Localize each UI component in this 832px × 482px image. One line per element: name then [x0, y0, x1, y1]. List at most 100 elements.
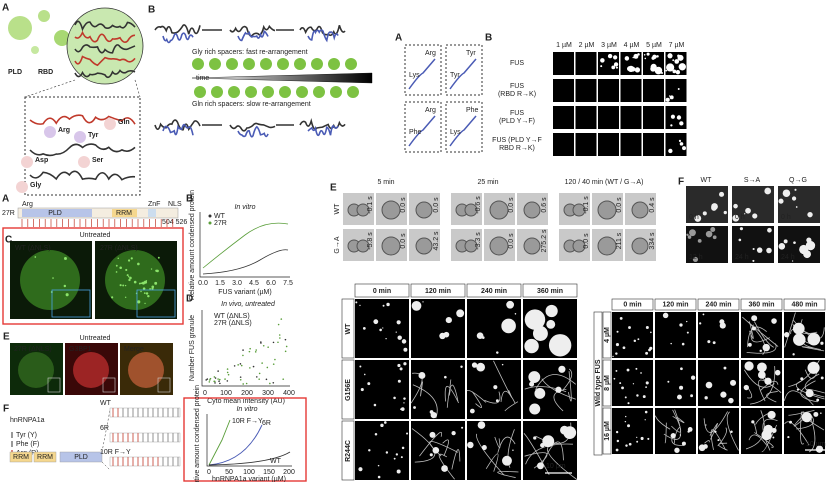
droplet: [752, 213, 758, 219]
droplet: [806, 237, 812, 243]
stroke: [162, 32, 194, 44]
droplet: [631, 201, 649, 219]
droplet: [783, 239, 788, 244]
fiber: [504, 401, 519, 412]
fiber: [525, 443, 573, 465]
label: WT: [214, 213, 226, 220]
droplet: [710, 227, 716, 232]
droplet: [542, 435, 555, 448]
droplet: [778, 243, 786, 250]
point: [214, 377, 217, 379]
stroke: [74, 55, 136, 67]
label: 334 s: [649, 232, 656, 250]
droplet: [619, 316, 623, 320]
cell: [128, 352, 164, 388]
stroke: [208, 419, 231, 466]
box: [59, 451, 103, 463]
stroke: [237, 125, 269, 138]
droplet: [772, 436, 775, 439]
droplet: [801, 411, 812, 423]
droplet: [524, 338, 539, 354]
droplet: [154, 281, 158, 285]
label: 50: [225, 469, 233, 476]
micrograph: [665, 133, 687, 156]
fiber: [760, 380, 779, 391]
point: [249, 367, 251, 369]
panel-letter: A: [2, 3, 9, 14]
droplet: [381, 200, 401, 220]
droplet: [820, 341, 824, 345]
highlight: [16, 181, 28, 193]
stroke: [408, 115, 436, 147]
header-cell: [466, 283, 522, 298]
axis: [201, 310, 290, 387]
stroke: [408, 58, 436, 90]
droplet: [744, 361, 754, 371]
droplet: [640, 436, 644, 440]
droplet: [141, 281, 145, 285]
droplet: [140, 290, 142, 293]
fiber: [654, 415, 671, 430]
box: [112, 209, 137, 217]
droplet: [380, 423, 384, 428]
droplet: [782, 189, 791, 197]
droplet: [631, 237, 649, 255]
droplet: [415, 201, 433, 219]
droplet: [401, 339, 407, 344]
label: 25 min: [477, 179, 498, 186]
point: [226, 368, 229, 370]
droplet: [501, 363, 504, 366]
label: WT: [100, 400, 112, 407]
label: G3BP1: [69, 346, 92, 353]
droplet: [355, 301, 358, 304]
droplet: [764, 187, 772, 195]
stroke: [449, 115, 477, 147]
label: Relative amount condensed protein: [189, 190, 196, 300]
droplet: [432, 446, 440, 454]
panel-letter: F: [678, 177, 684, 188]
droplet: [501, 318, 516, 334]
label: 0.0 s: [400, 233, 407, 249]
label: Ser: [92, 157, 104, 164]
label: 0.0 s: [508, 233, 515, 249]
label: -0.1 s: [583, 196, 590, 214]
label: 10R F→Y: [232, 418, 263, 425]
droplet: [311, 58, 323, 70]
droplet: [767, 227, 772, 233]
droplet: [124, 284, 127, 287]
panel-letter: A: [395, 33, 402, 44]
stroke: [202, 249, 289, 275]
label: 400: [283, 390, 295, 397]
droplet: [686, 331, 689, 334]
stroke: [101, 409, 111, 471]
label: PLD: [74, 454, 88, 461]
droplet: [613, 377, 616, 380]
droplet: [644, 410, 648, 414]
droplet: [705, 424, 707, 426]
label: Untreated: [80, 232, 111, 239]
droplet: [686, 320, 688, 323]
inset: [47, 377, 61, 393]
label: 275.2 s: [541, 229, 548, 252]
droplet: [650, 331, 652, 334]
point: [252, 365, 255, 368]
droplet: [122, 284, 125, 287]
point: [284, 338, 287, 341]
droplet: [615, 352, 618, 355]
highlight-frame: [2, 227, 184, 325]
fiber: [673, 426, 681, 444]
point: [284, 350, 287, 353]
droplet: [678, 63, 686, 71]
label: Lys: [450, 129, 461, 136]
droplet: [145, 292, 149, 295]
inset: [136, 289, 176, 318]
stroke: [74, 69, 136, 79]
axis: [206, 414, 292, 467]
label: 8 µM: [604, 375, 611, 391]
droplet: [545, 304, 558, 318]
droplet: [441, 465, 448, 472]
label: 120 min: [662, 301, 688, 308]
droplet: [720, 391, 727, 398]
droplet: [679, 385, 684, 390]
